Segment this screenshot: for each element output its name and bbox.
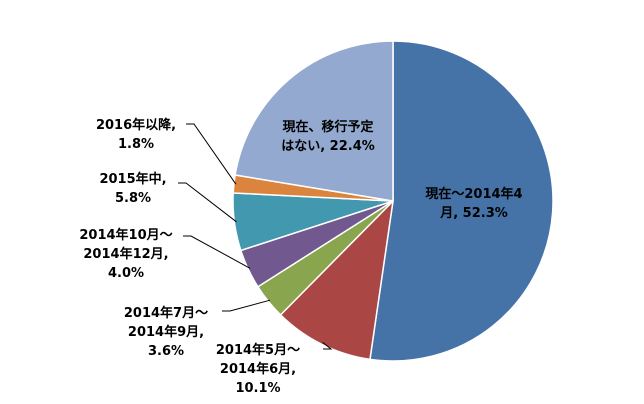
- pie-slice-0: [369, 40, 554, 362]
- label-now-to-apr2014: 現在～2014年4 月, 52.3%: [425, 187, 523, 221]
- leader-line-1: [322, 342, 333, 350]
- label-may-jun2014: 2014年5月～ 2014年6月, 10.1%: [215, 343, 301, 396]
- pie-slice-6: [234, 40, 394, 202]
- label-jul-sep2014: 2014年7月～ 2014年9月, 3.6%: [123, 306, 209, 359]
- leader-line-2: [222, 299, 271, 312]
- leader-line-5: [186, 123, 237, 185]
- leader-line-3: [183, 235, 251, 269]
- label-2016-later: 2016年以降, 1.8%: [95, 118, 177, 152]
- label-oct-dec2014: 2014年10月～ 2014年12月, 4.0%: [79, 228, 173, 281]
- label-2015-mid: 2015年中, 5.8%: [99, 172, 167, 206]
- pie-slice-1: [279, 198, 395, 361]
- label-no-plan: 現在、移行予定 はない, 22.4%: [281, 120, 375, 154]
- leader-line-4: [178, 182, 237, 223]
